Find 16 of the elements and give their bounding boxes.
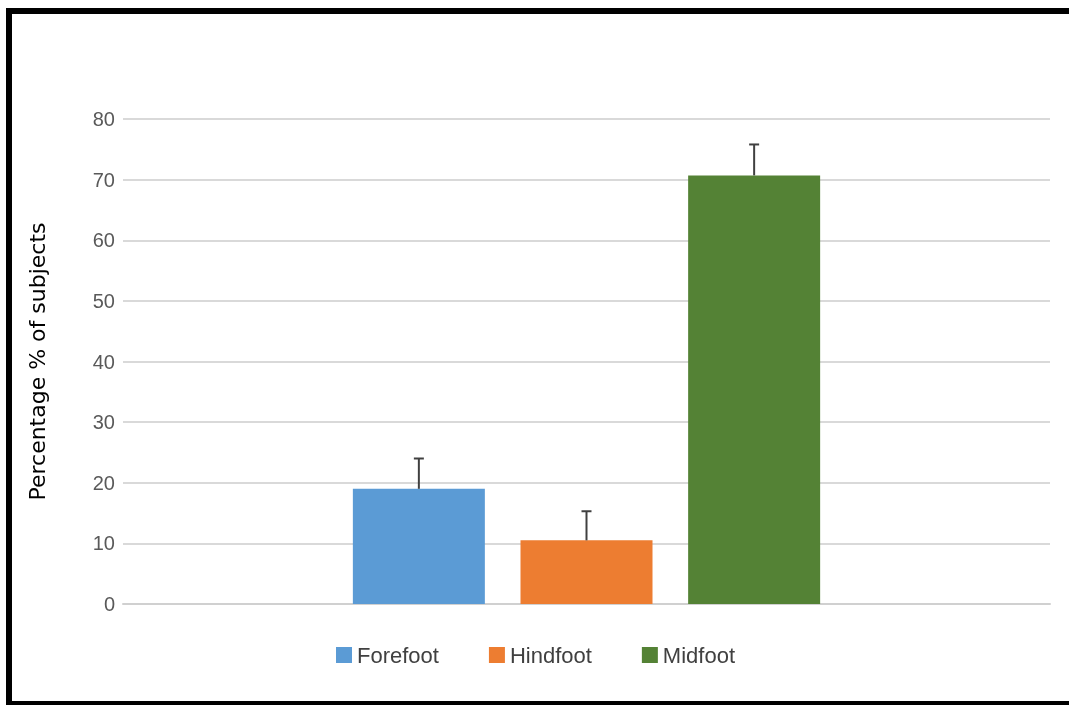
bar	[352, 488, 485, 604]
y-tick-label: 60	[92, 229, 115, 252]
legend-label: Midfoot	[662, 642, 736, 668]
bar	[520, 540, 653, 604]
y-tick-label: 10	[92, 532, 115, 555]
y-tick-label: 50	[92, 289, 115, 312]
y-tick-label: 30	[92, 411, 115, 434]
y-tick-label: 0	[103, 593, 115, 615]
bar	[688, 175, 821, 604]
y-tick-label: 70	[92, 168, 115, 191]
y-tick-label: 20	[92, 471, 115, 494]
y-tick-label: 40	[92, 350, 115, 373]
legend-label: Forefoot	[356, 642, 439, 668]
y-tick-label: 80	[92, 108, 115, 130]
legend-label: Hindfoot	[509, 642, 592, 668]
y-axis-title: Percentage % of subjects	[24, 222, 50, 501]
